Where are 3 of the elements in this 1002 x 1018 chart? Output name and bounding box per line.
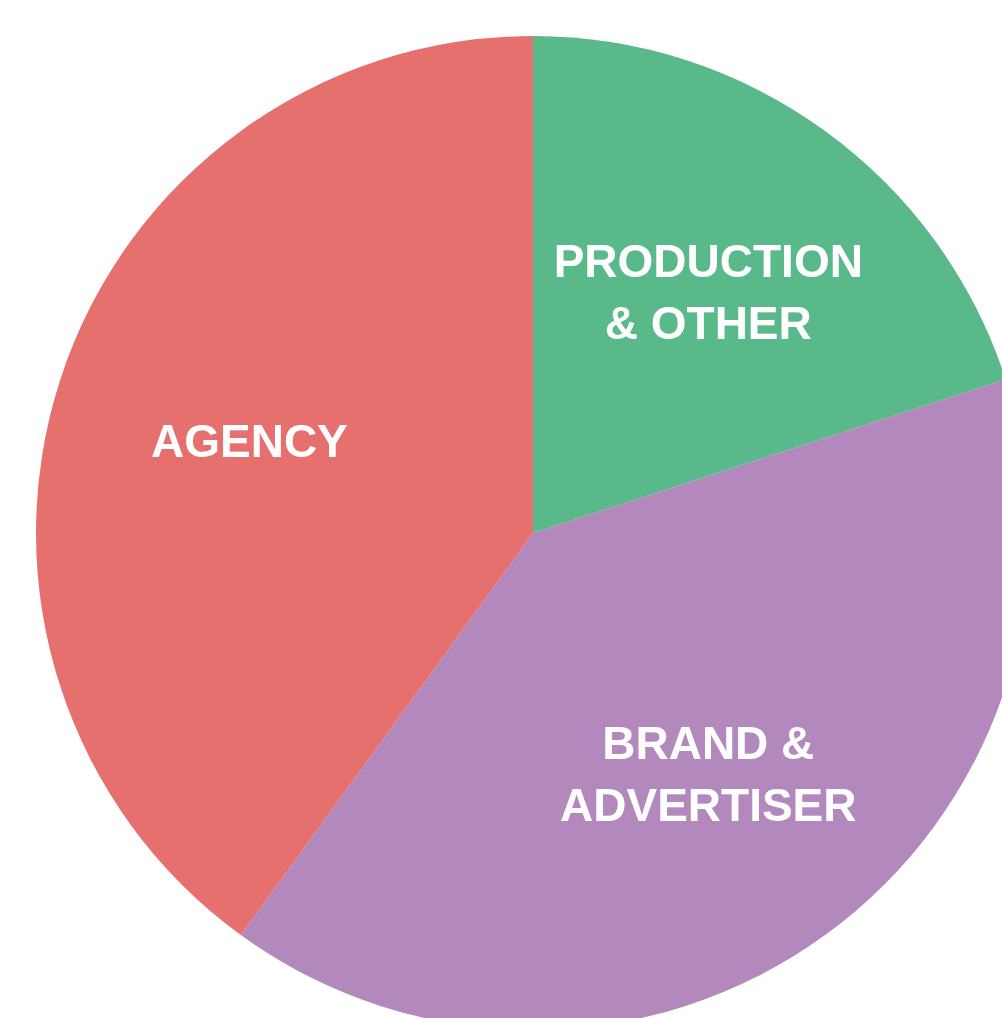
slice-label: AGENCY bbox=[150, 414, 348, 467]
slice-label: BRAND & ADVERTISER bbox=[560, 717, 857, 832]
slice-label: PRODUCTION & OTHER bbox=[553, 234, 863, 349]
